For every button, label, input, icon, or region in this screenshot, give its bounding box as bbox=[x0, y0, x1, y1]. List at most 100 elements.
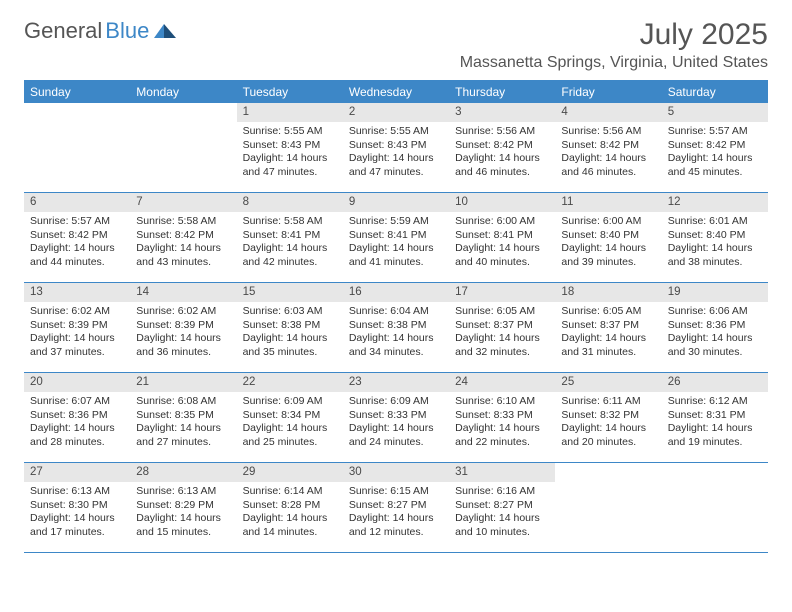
sunset-line: Sunset: 8:38 PM bbox=[343, 319, 449, 333]
sunset-line: Sunset: 8:43 PM bbox=[343, 139, 449, 153]
day-number: 18 bbox=[555, 283, 661, 302]
sunset-line: Sunset: 8:36 PM bbox=[662, 319, 768, 333]
calendar-cell: 16Sunrise: 6:04 AMSunset: 8:38 PMDayligh… bbox=[343, 283, 449, 373]
sunset-line: Sunset: 8:36 PM bbox=[24, 409, 130, 423]
day-number: 22 bbox=[237, 373, 343, 392]
sunrise-line: Sunrise: 6:01 AM bbox=[662, 215, 768, 229]
calendar-cell: 26Sunrise: 6:12 AMSunset: 8:31 PMDayligh… bbox=[662, 373, 768, 463]
logo: GeneralBlue bbox=[24, 18, 178, 44]
daylight-line: Daylight: 14 hours and 31 minutes. bbox=[555, 332, 661, 359]
weekday-header: Thursday bbox=[449, 82, 555, 103]
header: GeneralBlue July 2025 Massanetta Springs… bbox=[24, 18, 768, 72]
daylight-line: Daylight: 14 hours and 41 minutes. bbox=[343, 242, 449, 269]
sunset-line: Sunset: 8:41 PM bbox=[343, 229, 449, 243]
daylight-line: Daylight: 14 hours and 25 minutes. bbox=[237, 422, 343, 449]
daylight-line: Daylight: 14 hours and 36 minutes. bbox=[130, 332, 236, 359]
day-number: 16 bbox=[343, 283, 449, 302]
sunrise-line: Sunrise: 5:55 AM bbox=[343, 125, 449, 139]
day-number: 12 bbox=[662, 193, 768, 212]
day-number: 29 bbox=[237, 463, 343, 482]
day-number: 10 bbox=[449, 193, 555, 212]
sunset-line: Sunset: 8:41 PM bbox=[449, 229, 555, 243]
calendar-cell: 22Sunrise: 6:09 AMSunset: 8:34 PMDayligh… bbox=[237, 373, 343, 463]
day-number: 23 bbox=[343, 373, 449, 392]
sunrise-line: Sunrise: 6:15 AM bbox=[343, 485, 449, 499]
day-number: 8 bbox=[237, 193, 343, 212]
day-number: 26 bbox=[662, 373, 768, 392]
calendar-cell: 6Sunrise: 5:57 AMSunset: 8:42 PMDaylight… bbox=[24, 193, 130, 283]
logo-text-2: Blue bbox=[105, 18, 149, 44]
sunrise-line: Sunrise: 5:59 AM bbox=[343, 215, 449, 229]
day-number: 19 bbox=[662, 283, 768, 302]
daylight-line: Daylight: 14 hours and 40 minutes. bbox=[449, 242, 555, 269]
daylight-line: Daylight: 14 hours and 28 minutes. bbox=[24, 422, 130, 449]
calendar-cell: 14Sunrise: 6:02 AMSunset: 8:39 PMDayligh… bbox=[130, 283, 236, 373]
sunrise-line: Sunrise: 5:57 AM bbox=[24, 215, 130, 229]
calendar-cell-empty bbox=[555, 463, 661, 553]
sunrise-line: Sunrise: 6:08 AM bbox=[130, 395, 236, 409]
day-number: 20 bbox=[24, 373, 130, 392]
day-number: 15 bbox=[237, 283, 343, 302]
sunset-line: Sunset: 8:37 PM bbox=[449, 319, 555, 333]
daylight-line: Daylight: 14 hours and 24 minutes. bbox=[343, 422, 449, 449]
sunset-line: Sunset: 8:35 PM bbox=[130, 409, 236, 423]
sunset-line: Sunset: 8:41 PM bbox=[237, 229, 343, 243]
calendar-body: 1Sunrise: 5:55 AMSunset: 8:43 PMDaylight… bbox=[24, 103, 768, 553]
calendar-cell: 18Sunrise: 6:05 AMSunset: 8:37 PMDayligh… bbox=[555, 283, 661, 373]
daylight-line: Daylight: 14 hours and 27 minutes. bbox=[130, 422, 236, 449]
sunset-line: Sunset: 8:40 PM bbox=[555, 229, 661, 243]
day-number: 21 bbox=[130, 373, 236, 392]
daylight-line: Daylight: 14 hours and 46 minutes. bbox=[555, 152, 661, 179]
daylight-line: Daylight: 14 hours and 22 minutes. bbox=[449, 422, 555, 449]
calendar-cell: 2Sunrise: 5:55 AMSunset: 8:43 PMDaylight… bbox=[343, 103, 449, 193]
sunset-line: Sunset: 8:40 PM bbox=[662, 229, 768, 243]
location: Massanetta Springs, Virginia, United Sta… bbox=[460, 54, 768, 72]
daylight-line: Daylight: 14 hours and 30 minutes. bbox=[662, 332, 768, 359]
sunset-line: Sunset: 8:28 PM bbox=[237, 499, 343, 513]
calendar-cell: 19 Sunrise: 6:06 AMSunset: 8:36 PMDayligh… bbox=[662, 283, 768, 373]
sunset-line: Sunset: 8:33 PM bbox=[449, 409, 555, 423]
month-title: July 2025 bbox=[460, 18, 768, 52]
calendar-cell: 20Sunrise: 6:07 AMSunset: 8:36 PMDayligh… bbox=[24, 373, 130, 463]
day-number: 30 bbox=[343, 463, 449, 482]
calendar-cell: 24 Sunrise: 6:10 AMSunset: 8:33 PMDayligh… bbox=[449, 373, 555, 463]
calendar-cell: 3Sunrise: 5:56 AMSunset: 8:42 PMDaylight… bbox=[449, 103, 555, 193]
calendar-cell: 12 Sunrise: 6:01 AMSunset: 8:40 PMDayligh… bbox=[662, 193, 768, 283]
sunrise-line: Sunrise: 6:10 AM bbox=[449, 395, 555, 409]
daylight-line: Daylight: 14 hours and 38 minutes. bbox=[662, 242, 768, 269]
daylight-line: Daylight: 14 hours and 47 minutes. bbox=[237, 152, 343, 179]
sunrise-line: Sunrise: 5:55 AM bbox=[237, 125, 343, 139]
weekday-header: Friday bbox=[555, 82, 661, 103]
sunrise-line: Sunrise: 5:57 AM bbox=[662, 125, 768, 139]
daylight-line: Daylight: 14 hours and 19 minutes. bbox=[662, 422, 768, 449]
weekday-header: Tuesday bbox=[237, 82, 343, 103]
calendar-cell-empty bbox=[662, 463, 768, 553]
daylight-line: Daylight: 14 hours and 42 minutes. bbox=[237, 242, 343, 269]
sunset-line: Sunset: 8:42 PM bbox=[449, 139, 555, 153]
sunrise-line: Sunrise: 6:16 AM bbox=[449, 485, 555, 499]
day-number: 7 bbox=[130, 193, 236, 212]
sunrise-line: Sunrise: 6:00 AM bbox=[449, 215, 555, 229]
daylight-line: Daylight: 14 hours and 43 minutes. bbox=[130, 242, 236, 269]
logo-text-1: General bbox=[24, 18, 102, 44]
daylight-line: Daylight: 14 hours and 14 minutes. bbox=[237, 512, 343, 539]
sunrise-line: Sunrise: 6:03 AM bbox=[237, 305, 343, 319]
day-number: 9 bbox=[343, 193, 449, 212]
calendar-cell: 8Sunrise: 5:58 AMSunset: 8:41 PMDaylight… bbox=[237, 193, 343, 283]
daylight-line: Daylight: 14 hours and 10 minutes. bbox=[449, 512, 555, 539]
daylight-line: Daylight: 14 hours and 34 minutes. bbox=[343, 332, 449, 359]
day-number: 11 bbox=[555, 193, 661, 212]
sunset-line: Sunset: 8:39 PM bbox=[130, 319, 236, 333]
page: GeneralBlue July 2025 Massanetta Springs… bbox=[0, 0, 792, 563]
day-number: 24 bbox=[449, 373, 555, 392]
sunset-line: Sunset: 8:29 PM bbox=[130, 499, 236, 513]
day-number: 27 bbox=[24, 463, 130, 482]
sunset-line: Sunset: 8:42 PM bbox=[130, 229, 236, 243]
sunset-line: Sunset: 8:27 PM bbox=[449, 499, 555, 513]
day-number: 3 bbox=[449, 103, 555, 122]
calendar-cell: 25Sunrise: 6:11 AMSunset: 8:32 PMDayligh… bbox=[555, 373, 661, 463]
sunrise-line: Sunrise: 6:06 AM bbox=[662, 305, 768, 319]
sunset-line: Sunset: 8:43 PM bbox=[237, 139, 343, 153]
sunrise-line: Sunrise: 6:13 AM bbox=[130, 485, 236, 499]
daylight-line: Daylight: 14 hours and 20 minutes. bbox=[555, 422, 661, 449]
